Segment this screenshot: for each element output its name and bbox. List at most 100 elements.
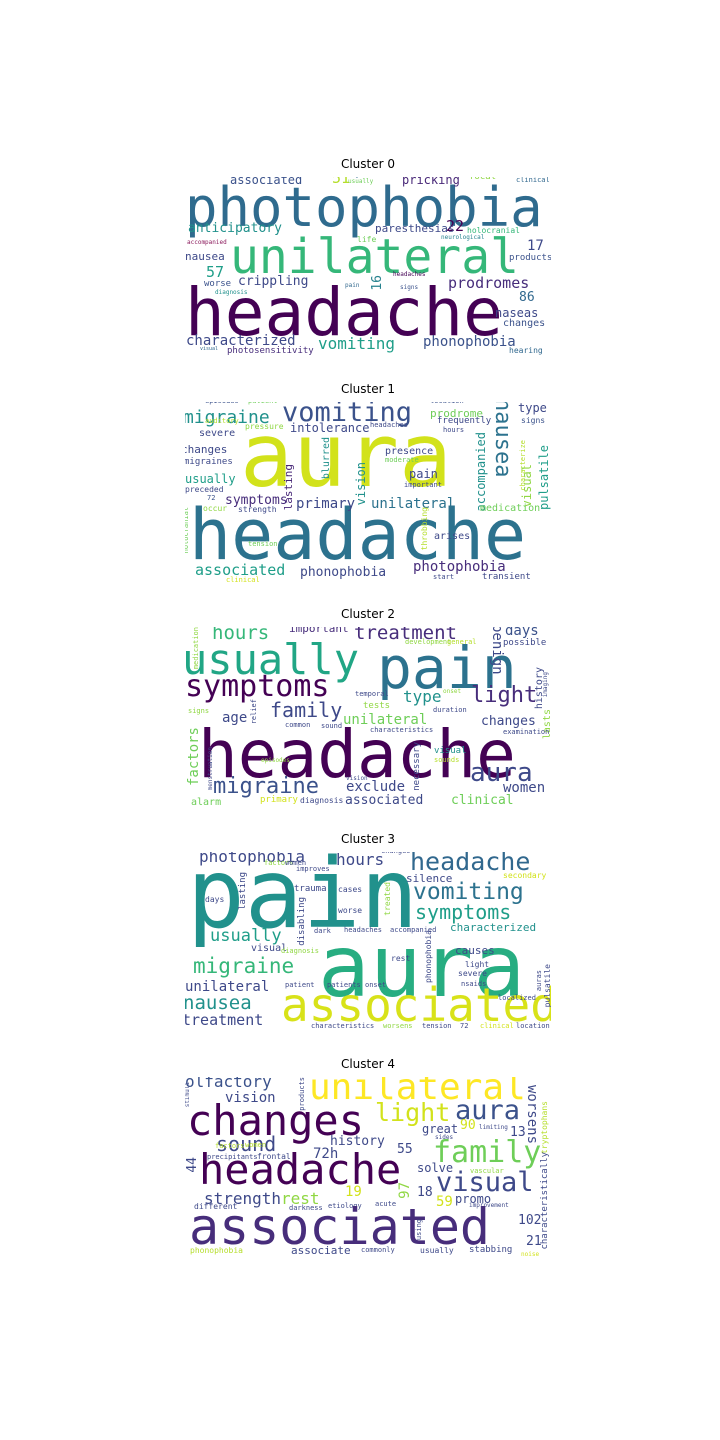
word-nsaids: nsaids [461, 980, 487, 988]
word-age: age [222, 710, 248, 726]
word-migraine: migraine [185, 407, 270, 428]
word-crippling: crippling [238, 274, 309, 289]
word-holocranial: holocranial [185, 507, 190, 554]
word-unilateral: unilateral [343, 712, 428, 728]
word-neurological: neurological [441, 234, 485, 241]
word-72h: 72h [313, 1146, 339, 1162]
word-vomiting: vomiting [413, 879, 524, 905]
word-light: light [465, 960, 490, 969]
word-headaches: headaches [370, 421, 408, 429]
word-episodes: episodes [205, 402, 239, 405]
word-location: location [430, 402, 464, 405]
word-pain: pain [377, 634, 517, 702]
word-photophobia: photophobia [185, 177, 543, 239]
word-migraine: migraine [213, 774, 319, 799]
word-anticipatory: anticipatory [188, 221, 282, 236]
cloud-area: usually pain headache symptoms medicatio… [185, 627, 551, 809]
word-exclude: exclude [346, 779, 406, 795]
word-pulsatile: pulsatile [543, 964, 551, 1008]
word-auditory: auditory [205, 417, 239, 425]
word-sound: sound [216, 1132, 277, 1156]
word-examination: examination [503, 728, 550, 736]
wordcloud-cluster-0: Cluster 0 photophobia unilateral headach… [185, 157, 551, 359]
word-unilateral: unilateral [230, 229, 519, 285]
word-visual: visual [520, 464, 534, 508]
word-important: important [289, 627, 349, 635]
word-headaches: headaches [393, 271, 426, 278]
word-days: days [205, 895, 225, 904]
word-duration: duration [433, 706, 467, 714]
word-headache: headache [199, 1145, 402, 1194]
word-headache: headache [410, 852, 531, 876]
word-days: days [505, 627, 539, 639]
word-clinical: clinical [480, 1022, 514, 1030]
word-hearing: hearing [509, 346, 543, 355]
word-sides: sides [435, 1134, 454, 1141]
word-usually: usually [185, 635, 360, 684]
word-disabling: disabling [297, 897, 307, 946]
word-characterized: characterized [186, 333, 296, 349]
chart-title: Cluster 4 [340, 1057, 396, 1071]
word-aura: aura [318, 917, 526, 1017]
word-moderate: moderate [385, 456, 419, 464]
word-history: history [330, 1134, 385, 1149]
word-headaches: headaches [344, 926, 382, 934]
word-necessary: necessary [412, 742, 422, 791]
word-family: family [270, 698, 343, 722]
word-headache: headache [189, 494, 527, 576]
word-improvement: improvement [469, 1202, 509, 1209]
word-hours: hours [443, 426, 465, 434]
chart-title: Cluster 0 [340, 157, 396, 171]
word-usually: usually [348, 178, 374, 185]
word-accompanied: accompanied [474, 432, 488, 512]
word-holocranial: holocranial [467, 226, 520, 235]
word-possible: possible [503, 638, 547, 648]
word-tryptophans: tryptophans [540, 1101, 549, 1154]
word-headache: headache [185, 274, 503, 351]
word-usually: usually [420, 1246, 454, 1255]
word-102: 102 [518, 1213, 542, 1228]
word-unilateral: unilateral [371, 496, 456, 512]
word-treatment: treatment [354, 627, 457, 644]
chart-title: Cluster 3 [340, 832, 396, 846]
word-18: 18 [417, 1185, 433, 1200]
word-diagnosis: diagnosis [281, 947, 319, 955]
word-72: 72 [207, 494, 216, 502]
word-episodes: episodes [261, 757, 290, 764]
word-pricking: pricking [402, 177, 460, 187]
word-associated: associated [195, 561, 286, 579]
word-occur: occur [203, 504, 228, 513]
word-phonophobia: phonophobia [190, 1246, 243, 1255]
word-21: 21 [526, 1234, 542, 1249]
word-vision: vision [354, 462, 368, 506]
word-light: light [375, 1098, 451, 1127]
word-prodrome: prodrome [430, 407, 483, 420]
word-onset: onset [365, 981, 387, 989]
word-type: type [518, 402, 547, 415]
word-light: light [471, 683, 538, 708]
word-presence: presence [385, 446, 434, 457]
word-secondary: secondary [503, 871, 547, 880]
word-patient: patient [248, 402, 278, 405]
word-cases: cases [338, 885, 363, 894]
cloud-area: olfactory stimuli products unilateral wo… [185, 1077, 551, 1259]
word-frequently: frequently [437, 416, 492, 426]
word-phonophobia: phonophobia [300, 565, 387, 580]
word-focal: focal [469, 177, 497, 182]
wordcloud-cluster-2: Cluster 2 usually pain headache symptoms… [185, 607, 551, 809]
word-prodromes: prodromes [448, 274, 530, 292]
word-tension: tension [248, 540, 278, 548]
word-darkness: darkness [289, 1204, 323, 1212]
word-aura: aura [470, 758, 533, 788]
word-primary: primary [296, 496, 356, 512]
word-limiting: limiting [479, 1124, 508, 1131]
word-rest: rest [281, 1189, 320, 1208]
word-19: 19 [345, 1184, 362, 1200]
word-usually: usually [210, 926, 282, 946]
word-trauma: trauma [294, 884, 327, 894]
word-localized: localized [498, 994, 536, 1002]
word-97: 97 [397, 1182, 413, 1199]
word-using: using [415, 1219, 423, 1241]
word-pressure: pressure [245, 422, 284, 431]
word-visual: visual [200, 346, 219, 352]
